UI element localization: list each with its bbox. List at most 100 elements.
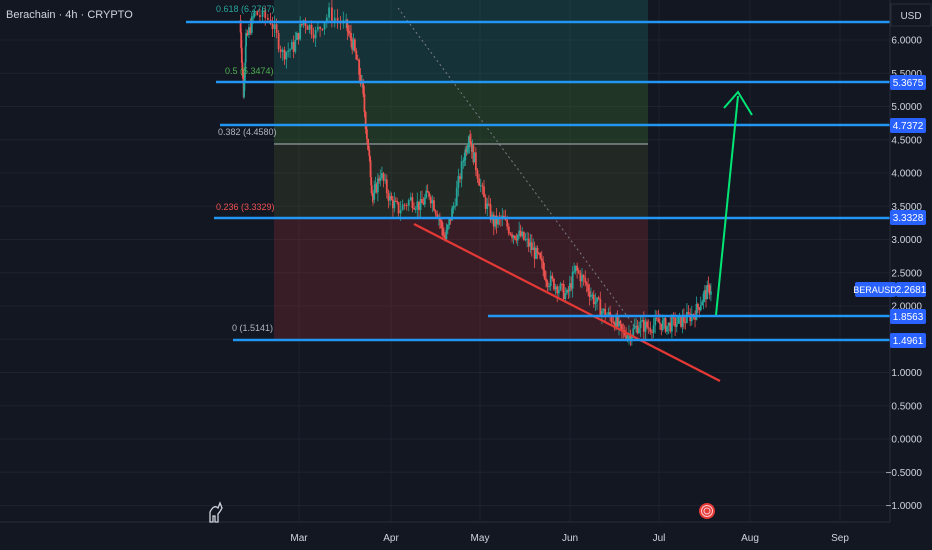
candle-body xyxy=(347,30,350,33)
candle-body xyxy=(277,33,280,50)
candle-body xyxy=(486,203,489,209)
candle-body xyxy=(639,321,642,329)
candle-body xyxy=(346,19,349,31)
green-arrow-shaft[interactable] xyxy=(715,95,739,316)
candle-body xyxy=(385,179,388,194)
candle-body xyxy=(654,317,657,326)
candle-body xyxy=(273,24,276,29)
red-trendline[interactable] xyxy=(413,223,721,382)
price-tag-bg-2 xyxy=(890,118,926,133)
candle-body xyxy=(509,233,512,235)
candle-body xyxy=(514,235,516,239)
candle-body xyxy=(706,284,709,300)
events-icon[interactable] xyxy=(699,503,715,519)
price-tags[interactable]: 5.3675 4.7372 3.3328 1.8563 1.4961 BERAU… xyxy=(853,75,927,348)
candle-body xyxy=(416,201,419,209)
y-tick-label: 5.0000 xyxy=(891,102,922,113)
candle-body xyxy=(591,294,594,296)
candle-body xyxy=(316,26,319,30)
candle-body xyxy=(681,316,684,327)
candle-body xyxy=(448,219,451,226)
candle-body xyxy=(419,199,422,211)
fib-zone-top xyxy=(274,0,648,82)
candle-body xyxy=(616,316,619,327)
x-tick-label: Mar xyxy=(290,533,308,544)
y-tick-label: 2.5000 xyxy=(891,268,922,279)
candle-body xyxy=(576,265,579,271)
currency-box[interactable] xyxy=(890,3,932,27)
candle-body xyxy=(504,219,507,221)
candle-body xyxy=(559,283,562,290)
candle-body xyxy=(423,197,426,205)
candle-body xyxy=(511,234,513,238)
candle-body xyxy=(571,271,574,289)
candle-body xyxy=(387,193,390,201)
price-tag-5: 1.4961 xyxy=(893,336,924,347)
candle-body xyxy=(699,305,702,311)
candle-body xyxy=(244,46,247,63)
time-axis[interactable]: Mar Apr May Jun Jul Aug Sep xyxy=(0,521,932,550)
candle-body xyxy=(289,49,291,51)
y-tick-label: 5.5000 xyxy=(891,69,922,80)
candle-body xyxy=(556,286,559,294)
dotted-trendline[interactable] xyxy=(397,7,637,329)
candle-body xyxy=(651,331,653,333)
candle-body xyxy=(460,161,463,180)
candle-body xyxy=(646,321,648,328)
candle-body xyxy=(312,34,315,39)
green-arrow[interactable] xyxy=(715,90,753,316)
candle-body xyxy=(597,297,600,300)
candle-body xyxy=(397,202,400,214)
candle-body xyxy=(566,289,568,294)
last-price-tag-bg xyxy=(896,282,926,297)
candle-body xyxy=(444,236,446,240)
candle-body xyxy=(287,50,290,52)
y-tick-label: −1.0000 xyxy=(886,501,923,512)
candle-body xyxy=(540,258,543,262)
candle-body xyxy=(533,247,536,259)
candle-body xyxy=(495,215,498,225)
symbol-title[interactable]: Berachain · 4h · CRYPTO xyxy=(6,9,133,21)
candle-body xyxy=(551,275,554,279)
candle-body xyxy=(367,138,369,150)
candle-body xyxy=(363,93,366,113)
y-tick-label: 4.5000 xyxy=(891,135,922,146)
candle-body xyxy=(574,265,577,272)
candle-body xyxy=(425,190,428,198)
candle-body xyxy=(585,282,588,285)
x-tick-label: Aug xyxy=(741,533,759,544)
candle-body xyxy=(405,205,408,207)
time-axis-background xyxy=(0,522,932,550)
price-tag-bg-4 xyxy=(890,309,926,324)
candle-body xyxy=(607,312,610,316)
candle-body xyxy=(644,321,647,332)
candle-body xyxy=(687,312,690,314)
candle-body xyxy=(703,290,706,294)
candle-body xyxy=(562,284,565,300)
candle-body xyxy=(239,20,242,33)
candle-body xyxy=(455,187,458,206)
candle-body xyxy=(439,220,442,222)
candle-body xyxy=(409,197,412,201)
horizontal-levels[interactable] xyxy=(186,20,890,342)
candle-body xyxy=(664,318,667,332)
candle-body xyxy=(275,24,278,34)
candle-body xyxy=(506,219,509,227)
candle-body xyxy=(579,272,582,282)
candle-body xyxy=(434,210,437,214)
candle-body xyxy=(584,277,587,283)
green-arrow-head[interactable] xyxy=(723,90,753,116)
candle-body xyxy=(279,49,282,52)
candle-body xyxy=(319,26,322,29)
fib-zone-middle xyxy=(274,144,648,218)
candle-body xyxy=(359,74,362,84)
candle-body xyxy=(436,213,439,219)
candle-body xyxy=(695,303,698,320)
candle-body xyxy=(249,27,252,33)
candle-body xyxy=(581,275,583,282)
candle-body xyxy=(466,147,469,153)
candle-body xyxy=(240,48,243,63)
candle-body xyxy=(374,184,377,190)
